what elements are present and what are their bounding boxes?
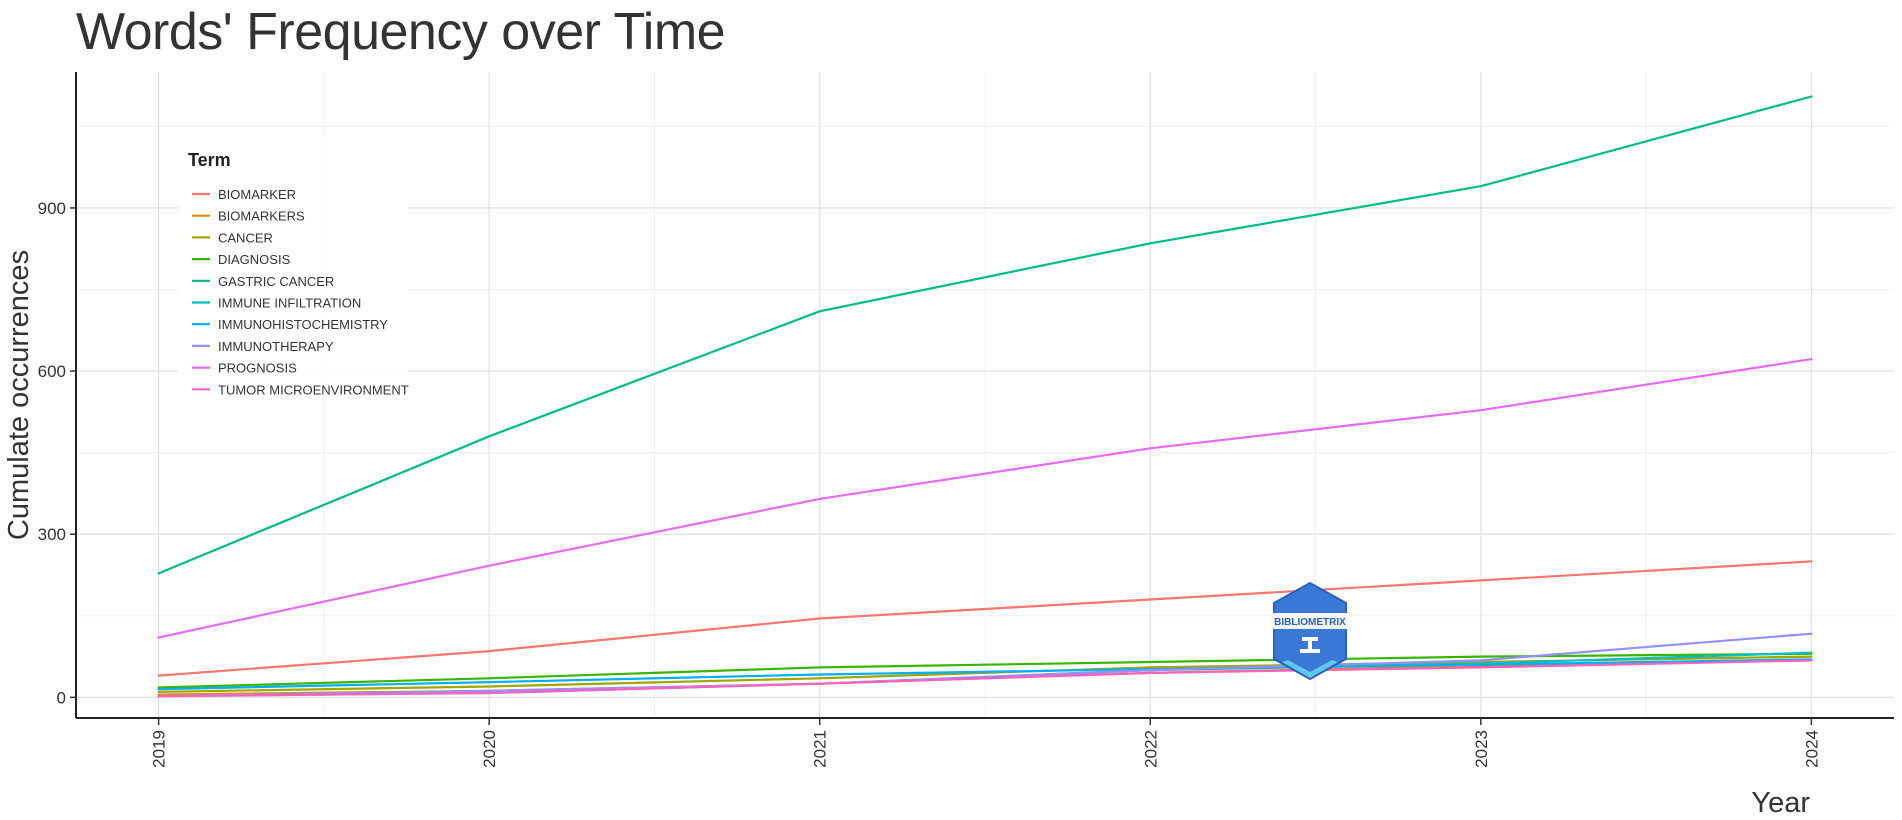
axis-layer: 0 300 600 900 2019 2020 2021 2022 2023 2024 Cumula…	[3, 72, 1894, 819]
watermark-hexagon-icon	[1273, 581, 1347, 681]
x-tick-label: 2022	[1141, 730, 1160, 768]
series-line	[157, 632, 1813, 698]
watermark-figure-icon	[1300, 637, 1320, 653]
y-axis-title: Cumulate occurrences	[3, 250, 35, 540]
y-tick-label: 900	[38, 199, 66, 218]
bibliometrix-watermark: BIBLIOMETRIX	[1270, 581, 1350, 681]
legend-label: DIAGNOSIS	[218, 252, 291, 267]
legend-label: IMMUNOTHERAPY	[218, 339, 334, 354]
legend-label: BIOMARKER	[218, 187, 296, 202]
x-tick-label: 2023	[1472, 730, 1491, 768]
legend-title: Term	[188, 150, 231, 170]
legend-label: PROGNOSIS	[218, 361, 297, 376]
x-tick-label: 2024	[1802, 730, 1821, 768]
series-line	[157, 560, 1813, 677]
legend-label: BIOMARKERS	[218, 209, 305, 224]
x-tick-label: 2021	[811, 730, 830, 768]
series-line	[157, 95, 1813, 575]
x-tick-label: 2020	[480, 730, 499, 768]
y-tick-label: 600	[38, 362, 66, 381]
legend: Term BIOMARKER BIOMARKERS CANCER DIAGNOSIS GA…	[178, 136, 409, 397]
legend-label: CANCER	[218, 230, 273, 245]
y-tick-label: 300	[38, 525, 66, 544]
legend-label: IMMUNOHISTOCHEMISTRY	[218, 317, 388, 332]
watermark-banner	[1270, 613, 1350, 629]
legend-label: TUMOR MICROENVIRONMENT	[218, 382, 409, 397]
x-tick-label: 2019	[150, 730, 169, 768]
legend-label: GASTRIC CANCER	[218, 274, 334, 289]
series-line	[157, 358, 1813, 639]
watermark-text: BIBLIOMETRIX	[1274, 617, 1346, 628]
chart-title: Words' Frequency over Time	[76, 3, 726, 61]
legend-background	[178, 136, 408, 394]
legend-label: IMMUNE INFILTRATION	[218, 296, 361, 311]
x-axis-title: Year	[1751, 787, 1810, 819]
series-layer	[157, 95, 1813, 698]
watermark-base-icon	[1282, 660, 1338, 678]
y-tick-label: 0	[57, 688, 66, 707]
series-line	[157, 659, 1813, 698]
series-line	[157, 658, 1813, 691]
